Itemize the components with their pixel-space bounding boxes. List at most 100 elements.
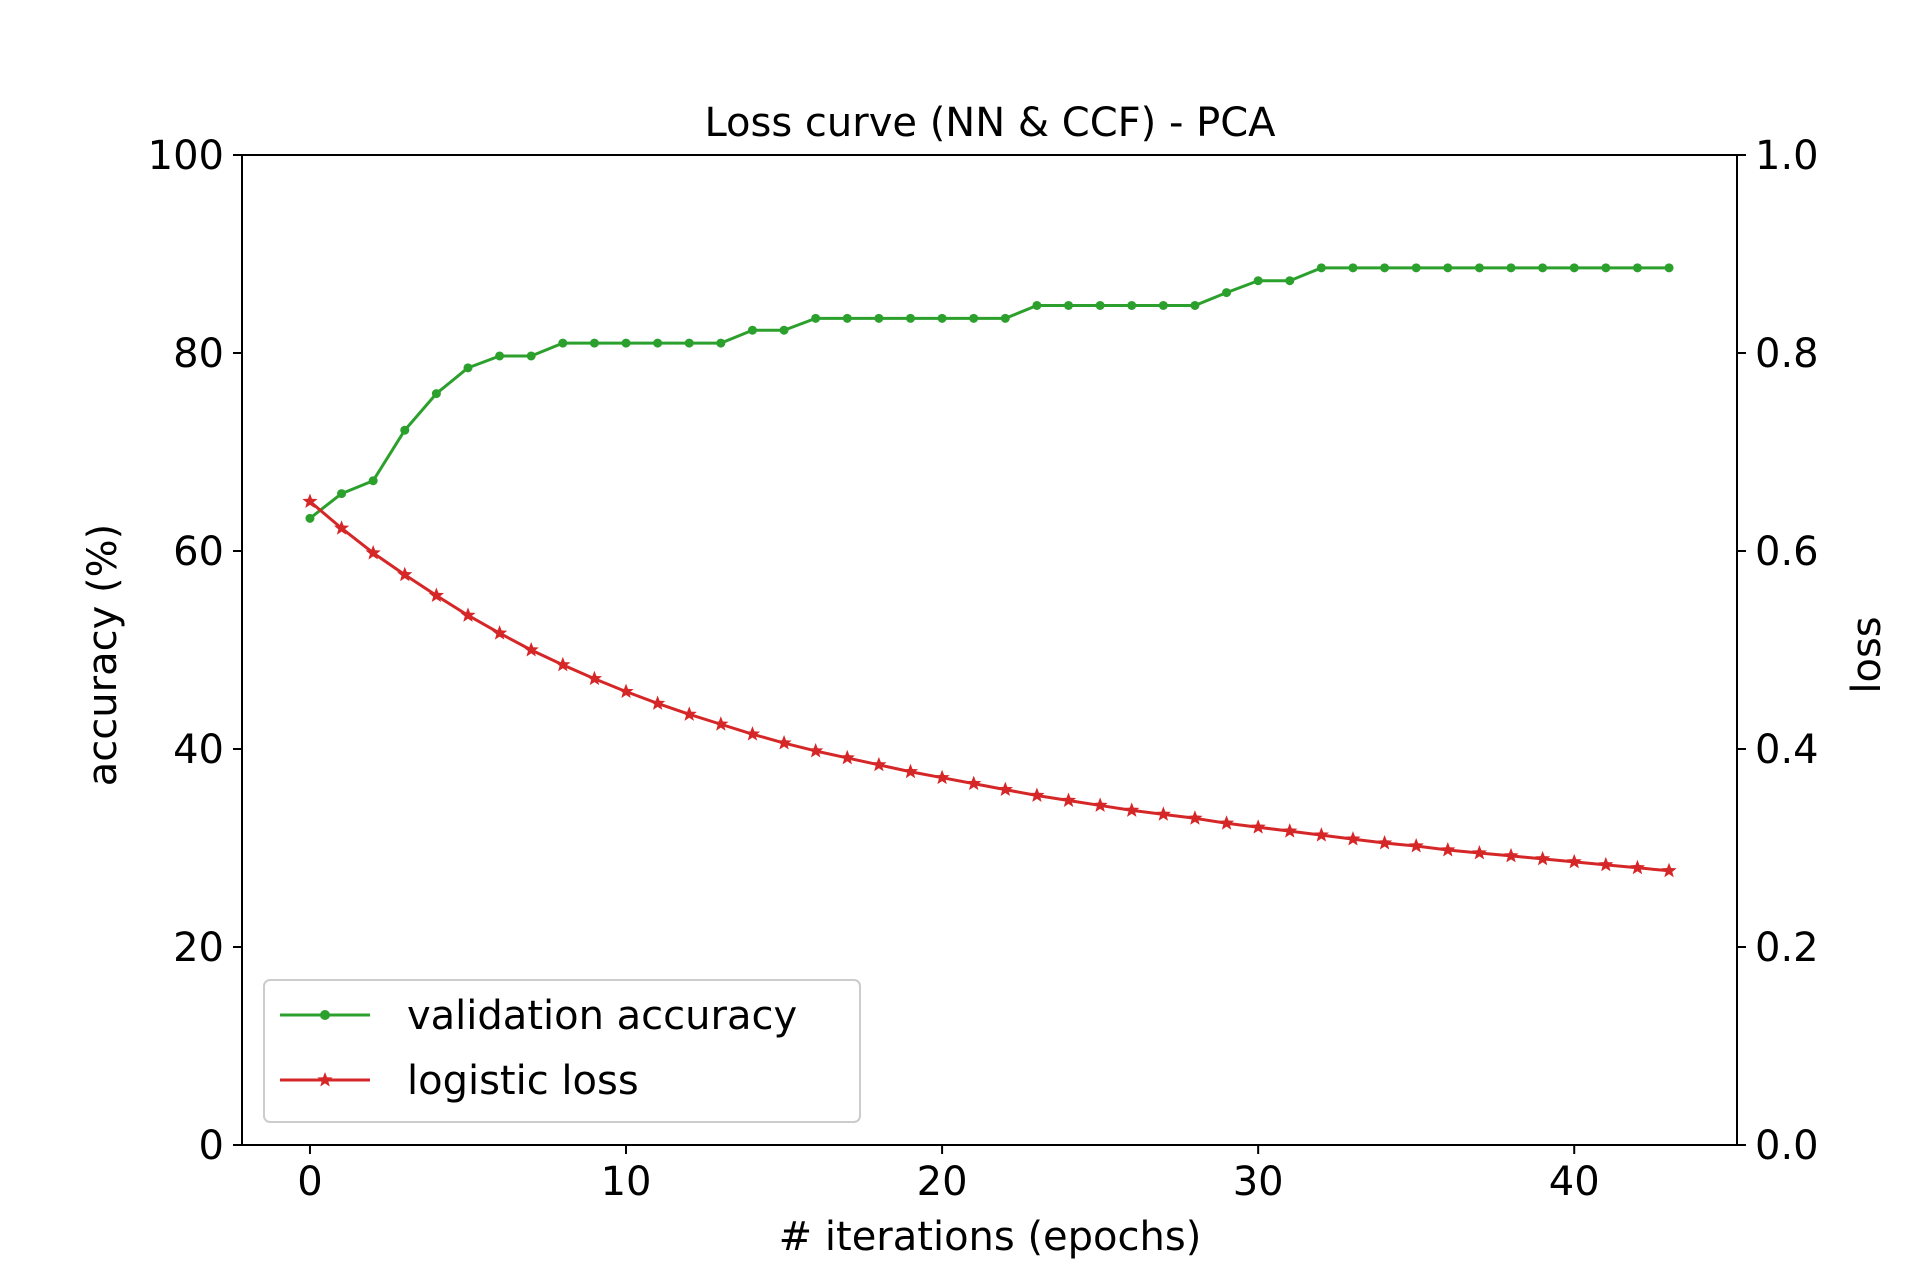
legend: validation accuracy logistic loss xyxy=(263,979,861,1123)
data-point-validation-accuracy xyxy=(305,513,315,523)
data-point-logistic-loss xyxy=(523,642,539,657)
data-point-logistic-loss xyxy=(1092,797,1108,812)
data-point-logistic-loss xyxy=(650,695,666,710)
data-point-logistic-loss xyxy=(491,625,508,640)
data-point-validation-accuracy xyxy=(1664,263,1674,273)
x-tick-label: 20 xyxy=(917,1159,968,1205)
legend-marker-dot xyxy=(320,1010,330,1020)
data-point-logistic-loss xyxy=(397,566,413,582)
x-tick-label: 40 xyxy=(1549,1159,1600,1205)
y-axis-right-label: loss xyxy=(1844,616,1890,693)
y-left-tick-label: 20 xyxy=(173,925,224,971)
data-point-logistic-loss xyxy=(1218,815,1235,830)
data-point-logistic-loss xyxy=(1155,806,1171,821)
data-point-validation-accuracy xyxy=(1632,263,1642,273)
data-point-logistic-loss xyxy=(1661,862,1677,878)
data-point-validation-accuracy xyxy=(1348,263,1358,273)
data-point-validation-accuracy xyxy=(1285,276,1295,286)
data-point-logistic-loss xyxy=(1566,853,1582,869)
data-point-logistic-loss xyxy=(302,493,318,508)
y-right-tick-label: 0.8 xyxy=(1755,331,1819,377)
data-point-logistic-loss xyxy=(808,742,824,758)
data-point-logistic-loss xyxy=(1408,838,1424,853)
data-point-logistic-loss xyxy=(966,775,982,791)
data-point-validation-accuracy xyxy=(337,489,347,499)
data-point-validation-accuracy xyxy=(811,313,821,323)
plot-frame xyxy=(241,154,1738,1146)
y-left-tick-label: 60 xyxy=(173,529,224,575)
data-point-validation-accuracy xyxy=(463,363,473,373)
data-point-validation-accuracy xyxy=(874,313,884,323)
data-point-logistic-loss xyxy=(1345,831,1361,846)
data-point-logistic-loss xyxy=(1471,844,1488,860)
legend-item-validation-accuracy: validation accuracy xyxy=(280,993,797,1039)
data-point-validation-accuracy xyxy=(1190,300,1200,310)
data-point-logistic-loss xyxy=(934,769,950,785)
x-axis-label: # iterations (epochs) xyxy=(779,1214,1202,1260)
legend-marker-star xyxy=(317,1072,333,1087)
data-point-logistic-loss xyxy=(1250,819,1266,834)
data-point-validation-accuracy xyxy=(716,338,726,348)
data-point-logistic-loss xyxy=(586,670,603,686)
data-point-logistic-loss xyxy=(1060,792,1077,807)
data-point-validation-accuracy xyxy=(368,476,378,486)
data-point-logistic-loss xyxy=(902,763,919,779)
data-point-logistic-loss xyxy=(1376,835,1393,850)
data-point-logistic-loss xyxy=(428,587,444,603)
legend-item-logistic-loss: logistic loss xyxy=(280,1058,639,1104)
data-point-validation-accuracy xyxy=(1316,263,1326,273)
data-point-validation-accuracy xyxy=(684,338,694,348)
y-left-tick-label: 80 xyxy=(173,331,224,377)
data-point-validation-accuracy xyxy=(1032,300,1042,310)
data-point-logistic-loss xyxy=(1629,859,1646,875)
data-point-validation-accuracy xyxy=(1064,300,1074,310)
data-point-logistic-loss xyxy=(776,735,792,750)
y-right-tick-label: 0.0 xyxy=(1755,1123,1819,1169)
x-tick-label: 10 xyxy=(601,1159,652,1205)
data-point-validation-accuracy xyxy=(1222,288,1232,298)
data-point-logistic-loss xyxy=(555,656,571,672)
data-point-logistic-loss xyxy=(1535,850,1551,866)
y-left-tick-label: 40 xyxy=(173,727,224,773)
data-point-logistic-loss xyxy=(1187,810,1203,825)
data-point-logistic-loss xyxy=(681,706,697,721)
data-point-logistic-loss xyxy=(333,520,350,535)
data-point-validation-accuracy xyxy=(431,389,441,399)
data-point-logistic-loss xyxy=(1503,847,1519,863)
data-point-validation-accuracy xyxy=(842,313,852,323)
data-point-validation-accuracy xyxy=(779,325,789,335)
data-point-validation-accuracy xyxy=(495,351,505,361)
data-point-validation-accuracy xyxy=(1506,263,1516,273)
chart-title: Loss curve (NN & CCF) - PCA xyxy=(704,100,1276,146)
data-point-logistic-loss xyxy=(365,544,381,560)
data-point-validation-accuracy xyxy=(1253,276,1263,286)
data-point-validation-accuracy xyxy=(589,338,599,348)
data-point-logistic-loss xyxy=(997,781,1013,797)
data-point-logistic-loss xyxy=(1124,802,1140,817)
data-point-validation-accuracy xyxy=(937,313,947,323)
data-point-validation-accuracy xyxy=(1443,263,1453,273)
data-point-validation-accuracy xyxy=(400,425,410,435)
y-right-tick-label: 0.2 xyxy=(1755,925,1819,971)
ticks-layer: 0 10 20 30 40 0 20 40 60 80 100 0.0 0.2 0.4 0.6 0.8 1.0 xyxy=(148,133,1819,1205)
legend-box xyxy=(263,979,861,1123)
data-point-logistic-loss xyxy=(744,726,761,741)
series-line-validation-accuracy xyxy=(309,266,1670,520)
x-tick-label: 0 xyxy=(297,1159,322,1205)
data-point-logistic-loss xyxy=(839,749,855,765)
data-point-validation-accuracy xyxy=(558,338,568,348)
y-axis-left-label: accuracy (%) xyxy=(80,524,126,786)
data-point-validation-accuracy xyxy=(621,338,631,348)
legend-label-logistic-loss: logistic loss xyxy=(407,1058,639,1104)
y-left-tick-label: 0 xyxy=(199,1123,224,1169)
data-point-validation-accuracy xyxy=(1127,300,1137,310)
data-point-logistic-loss xyxy=(1598,856,1614,872)
data-point-logistic-loss xyxy=(618,683,634,699)
series-layer xyxy=(302,263,1677,878)
data-point-logistic-loss xyxy=(460,607,476,622)
data-point-validation-accuracy xyxy=(969,313,979,323)
data-point-validation-accuracy xyxy=(747,325,757,335)
y-right-tick-label: 0.6 xyxy=(1755,529,1819,575)
y-left-tick-label: 100 xyxy=(148,133,224,179)
data-point-logistic-loss xyxy=(1029,787,1045,802)
